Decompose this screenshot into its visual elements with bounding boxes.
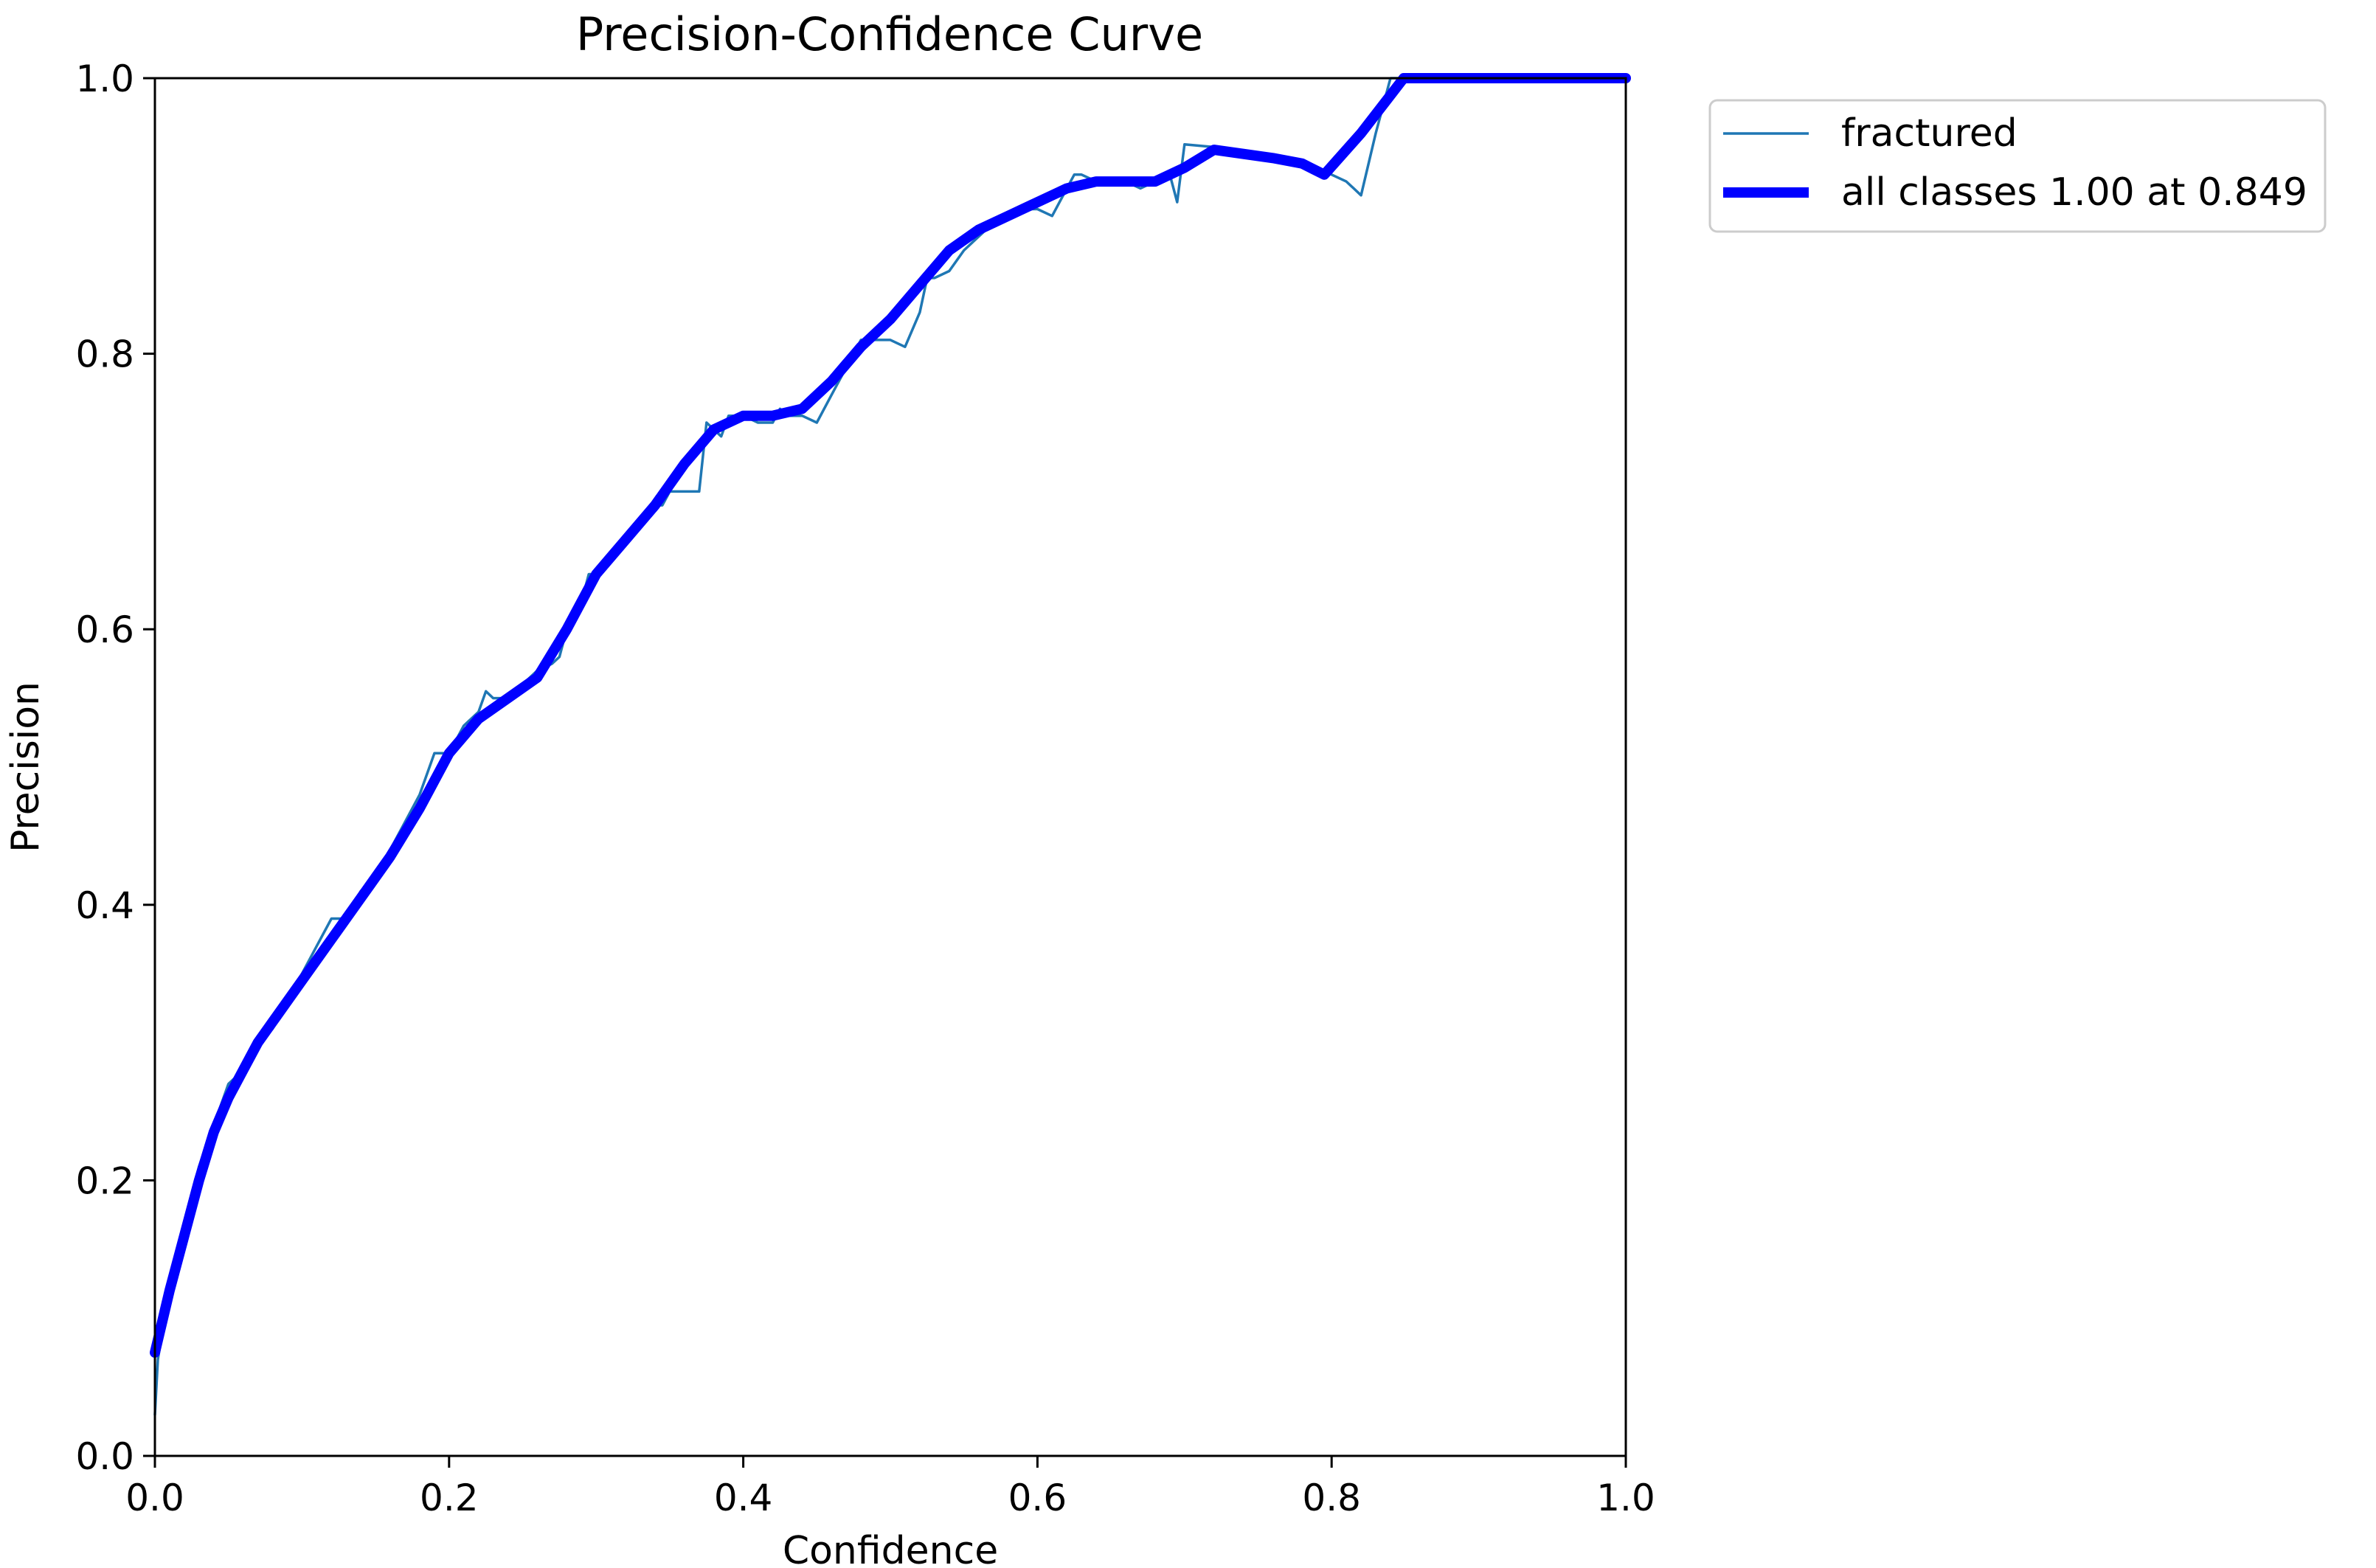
series-line-all-classes [150, 73, 1631, 1358]
chart-title: Precision-Confidence Curve [576, 7, 1203, 61]
x-tick-label: 0.0 [125, 1477, 184, 1519]
x-tick-label: 1.0 [1596, 1477, 1655, 1519]
x-axis-ticks: 0.0 0.2 0.4 0.6 0.8 1.0 [125, 1456, 1655, 1519]
legend-frame [1708, 99, 2327, 233]
legend: fractured all classes 1.00 at 0.849 [1708, 99, 2327, 233]
y-tick-label: 0.6 [75, 608, 134, 651]
y-tick-label: 0.8 [75, 333, 134, 376]
y-tick-label: 0.0 [75, 1435, 134, 1478]
x-tick-label: 0.8 [1302, 1477, 1361, 1519]
plot-frame [153, 77, 1627, 1457]
x-tick-label: 0.2 [420, 1477, 479, 1519]
y-axis-label: Precision [4, 681, 48, 853]
x-tick-label: 0.6 [1008, 1477, 1067, 1519]
legend-label-fractured: fractured [1841, 111, 2017, 156]
y-tick-label: 0.4 [75, 884, 134, 927]
y-tick-label: 0.2 [75, 1159, 134, 1202]
y-axis-ticks: 0.0 0.2 0.4 0.6 0.8 1.0 [75, 58, 155, 1478]
plot-area [150, 73, 1631, 1457]
y-tick-label: 1.0 [75, 58, 134, 100]
legend-label-all-classes: all classes 1.00 at 0.849 [1841, 170, 2307, 215]
x-axis-label: Confidence [783, 1529, 998, 1568]
x-tick-label: 0.4 [714, 1477, 773, 1519]
